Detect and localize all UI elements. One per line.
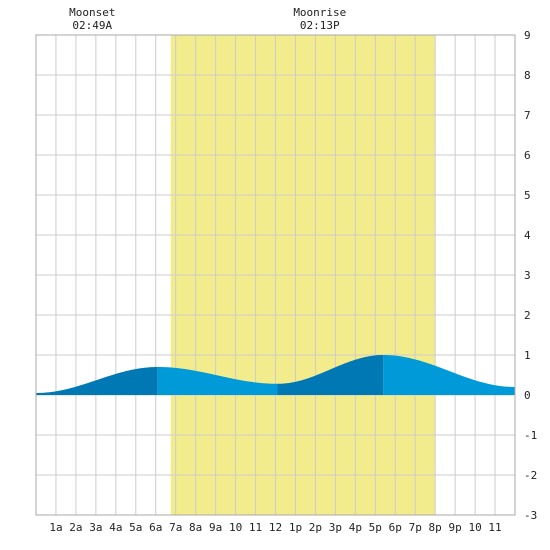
- x-tick-label: 1a: [49, 521, 62, 534]
- x-tick-label: 8p: [429, 521, 442, 534]
- y-tick-label: -1: [524, 429, 537, 442]
- x-tick-label: 6a: [149, 521, 162, 534]
- y-tick-label: -3: [524, 509, 537, 522]
- x-tick-label: 2p: [309, 521, 322, 534]
- y-tick-label: 8: [524, 69, 531, 82]
- tide-area-layer: [36, 355, 515, 395]
- x-tick-label: 8a: [189, 521, 202, 534]
- x-tick-label: 4a: [109, 521, 122, 534]
- moon-event-time: 02:49A: [72, 19, 112, 32]
- x-tick-label: 6p: [389, 521, 402, 534]
- y-tick-label: 1: [524, 349, 531, 362]
- falling-tide-segment: [157, 367, 278, 395]
- y-tick-label: 2: [524, 309, 531, 322]
- moon-event-label: Moonrise: [293, 6, 346, 19]
- x-tick-label: 5p: [369, 521, 382, 534]
- y-tick-label: 4: [524, 229, 531, 242]
- y-tick-labels: -3 -2 -1 0 1 2 3 4 5 6 7 8 9: [524, 29, 537, 522]
- y-tick-label: 6: [524, 149, 531, 162]
- rising-tide-segment: [36, 367, 158, 395]
- y-tick-label: -2: [524, 469, 537, 482]
- y-tick-label: 3: [524, 269, 531, 282]
- plot-border: [35, 34, 516, 516]
- x-tick-label: 2a: [69, 521, 82, 534]
- x-tick-labels: 1a 2a 3a 4a 5a 6a 7a 8a 9a 10 11 12 1p 2p 3p 4p 5p 6p 7p 8p…: [49, 521, 501, 534]
- x-tick-label: 11: [488, 521, 501, 534]
- y-tick-label: 5: [524, 189, 531, 202]
- moon-event-time: 02:13P: [300, 19, 340, 32]
- x-tick-label: 7p: [409, 521, 422, 534]
- x-tick-label: 10: [229, 521, 242, 534]
- x-tick-label: 7a: [169, 521, 182, 534]
- x-tick-label: 3a: [89, 521, 102, 534]
- x-tick-label: 11: [249, 521, 262, 534]
- moon-event-label: Moonset: [69, 6, 115, 19]
- x-tick-label: 10: [468, 521, 481, 534]
- x-tick-label: 5a: [129, 521, 142, 534]
- x-tick-label: 3p: [329, 521, 342, 534]
- falling-tide-segment: [383, 355, 515, 395]
- x-tick-label: 9a: [209, 521, 222, 534]
- x-tick-label: 12: [269, 521, 282, 534]
- y-tick-label: 9: [524, 29, 531, 42]
- grid-layer: [36, 34, 515, 516]
- x-tick-label: 1p: [289, 521, 302, 534]
- y-tick-label: 7: [524, 109, 531, 122]
- x-tick-label: 9p: [449, 521, 462, 534]
- x-tick-label: 4p: [349, 521, 362, 534]
- y-tick-label: 0: [524, 389, 531, 402]
- rising-tide-segment: [277, 355, 384, 395]
